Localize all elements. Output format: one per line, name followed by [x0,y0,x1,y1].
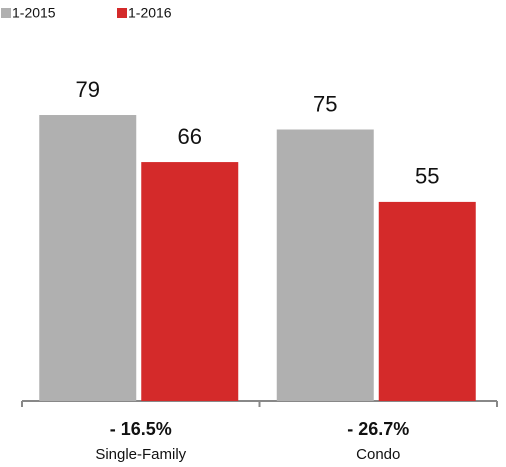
legend-label: 1-2016 [128,5,172,21]
legend-label: 1-2015 [12,5,56,21]
annotation: - 26.7% [347,419,409,439]
bar [276,129,374,401]
annotation: - 16.5% [110,419,172,439]
data-label: 66 [178,124,202,149]
bar [378,201,476,401]
data-label: 75 [313,91,337,116]
bar [141,162,239,401]
x-tick-label: Single-Family [95,446,186,463]
data-label: 55 [415,164,439,189]
x-tick-label: Condo [356,446,400,463]
legend-swatch [1,8,11,18]
data-label: 79 [76,77,100,102]
legend-swatch [117,8,127,18]
bar [39,115,137,402]
